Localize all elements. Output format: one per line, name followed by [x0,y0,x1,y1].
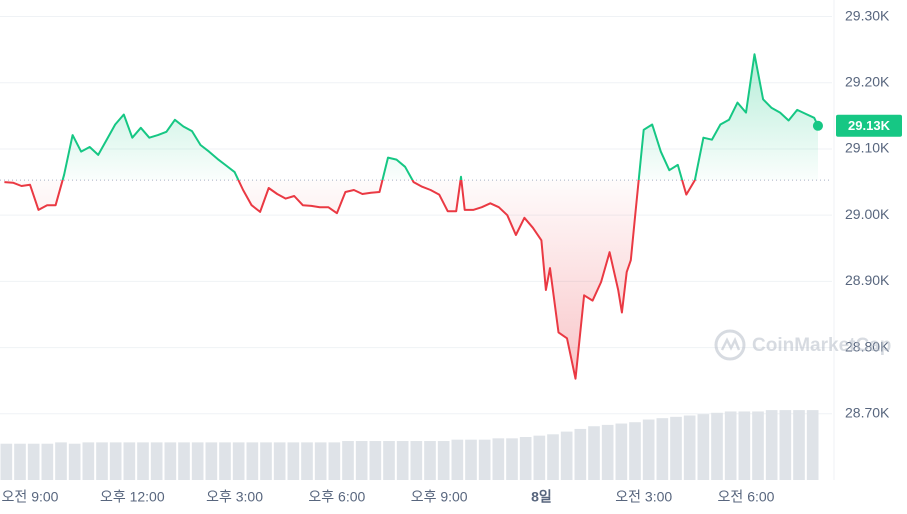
volume-bar [738,411,751,480]
x-tick-label: 오후 3:00 [206,489,263,505]
x-tick-label: 오전 3:00 [615,489,672,505]
volume-bar [137,442,149,480]
volume-bar [260,442,272,480]
volume-bar [683,415,696,480]
x-tick-label: 오후 6:00 [308,489,365,505]
volume-bar [711,412,723,480]
volume-bar [41,443,54,480]
volume-bar [793,410,805,480]
watermark-text: CoinMarketCap [752,335,891,356]
volume-bar [273,442,286,480]
x-tick-label: 8일 [531,489,552,505]
volume-bar [301,442,313,480]
last-price-label: 29.13K [848,118,891,133]
volume-bar [547,434,559,480]
x-tick-label: 오전 9:00 [2,489,59,505]
volume-bar [478,439,491,480]
volume-bar [55,442,67,480]
volume-bar [369,441,382,480]
volume-bar [533,435,546,480]
y-tick-label: 29.00K [845,206,890,222]
y-tick-label: 28.90K [845,272,890,288]
volume-bar [465,439,477,480]
area-fill [4,54,818,379]
volume-bar [437,441,450,480]
volume-bar [656,418,669,480]
volume-bar [492,438,505,480]
volume-bar [765,410,778,480]
volume-bar [396,441,409,480]
volume-bar [96,442,108,480]
volume-bar [14,443,26,480]
volume-bar [424,441,436,480]
x-tick-label: 오전 6:00 [718,489,775,505]
volume-bar [629,422,641,480]
volume-bar [410,441,423,480]
volume-bar [178,442,190,480]
volume-bar [642,419,655,480]
volume-bar [109,442,122,480]
volume-bar [314,442,327,480]
last-price-tag [836,114,902,137]
volume-bar [164,442,177,480]
volume-bar [588,426,600,480]
volume-bar [724,411,737,480]
volume-bar [232,442,245,480]
volume-bar [82,442,95,480]
y-tick-label: 28.80K [845,338,890,354]
volume-bar [574,428,587,480]
volume-bar [287,442,300,480]
y-tick-label: 29.10K [845,140,890,156]
y-tick-label: 29.20K [845,73,890,89]
volume-bar [383,441,395,480]
volume-bar [506,438,518,480]
volume-bar [205,442,218,480]
volume-bar [697,414,710,480]
y-tick-label: 28.70K [845,404,890,420]
x-tick-label: 오후 12:00 [100,489,165,505]
volume-bar [123,442,136,480]
watermark: CoinMarketCap [714,329,891,361]
volume-bar [779,410,792,480]
volume-bar [355,441,368,480]
volume-bar [246,442,259,480]
x-tick-label: 오후 9:00 [411,489,468,505]
watermark-logo-mark [720,336,741,351]
volume-bar [560,431,573,480]
volume-bar [0,443,13,480]
volume-bar [150,442,163,480]
volume-bar [328,442,341,480]
volume-bar [601,424,614,480]
volume-bar [342,441,354,480]
volume-bar [519,436,532,480]
last-price-dot [812,120,823,131]
volume-bar [752,411,764,480]
volume-bar [191,442,204,480]
y-tick-label: 29.30K [845,7,890,23]
volume-bar [219,442,231,480]
volume-bar [68,443,81,480]
price-line [4,53,819,380]
volume-bar [670,416,682,480]
watermark-logo [714,329,746,361]
volume-bar [806,410,819,480]
volume-bar [451,439,464,480]
volume-bar [27,443,40,480]
volume-bar [615,423,628,480]
